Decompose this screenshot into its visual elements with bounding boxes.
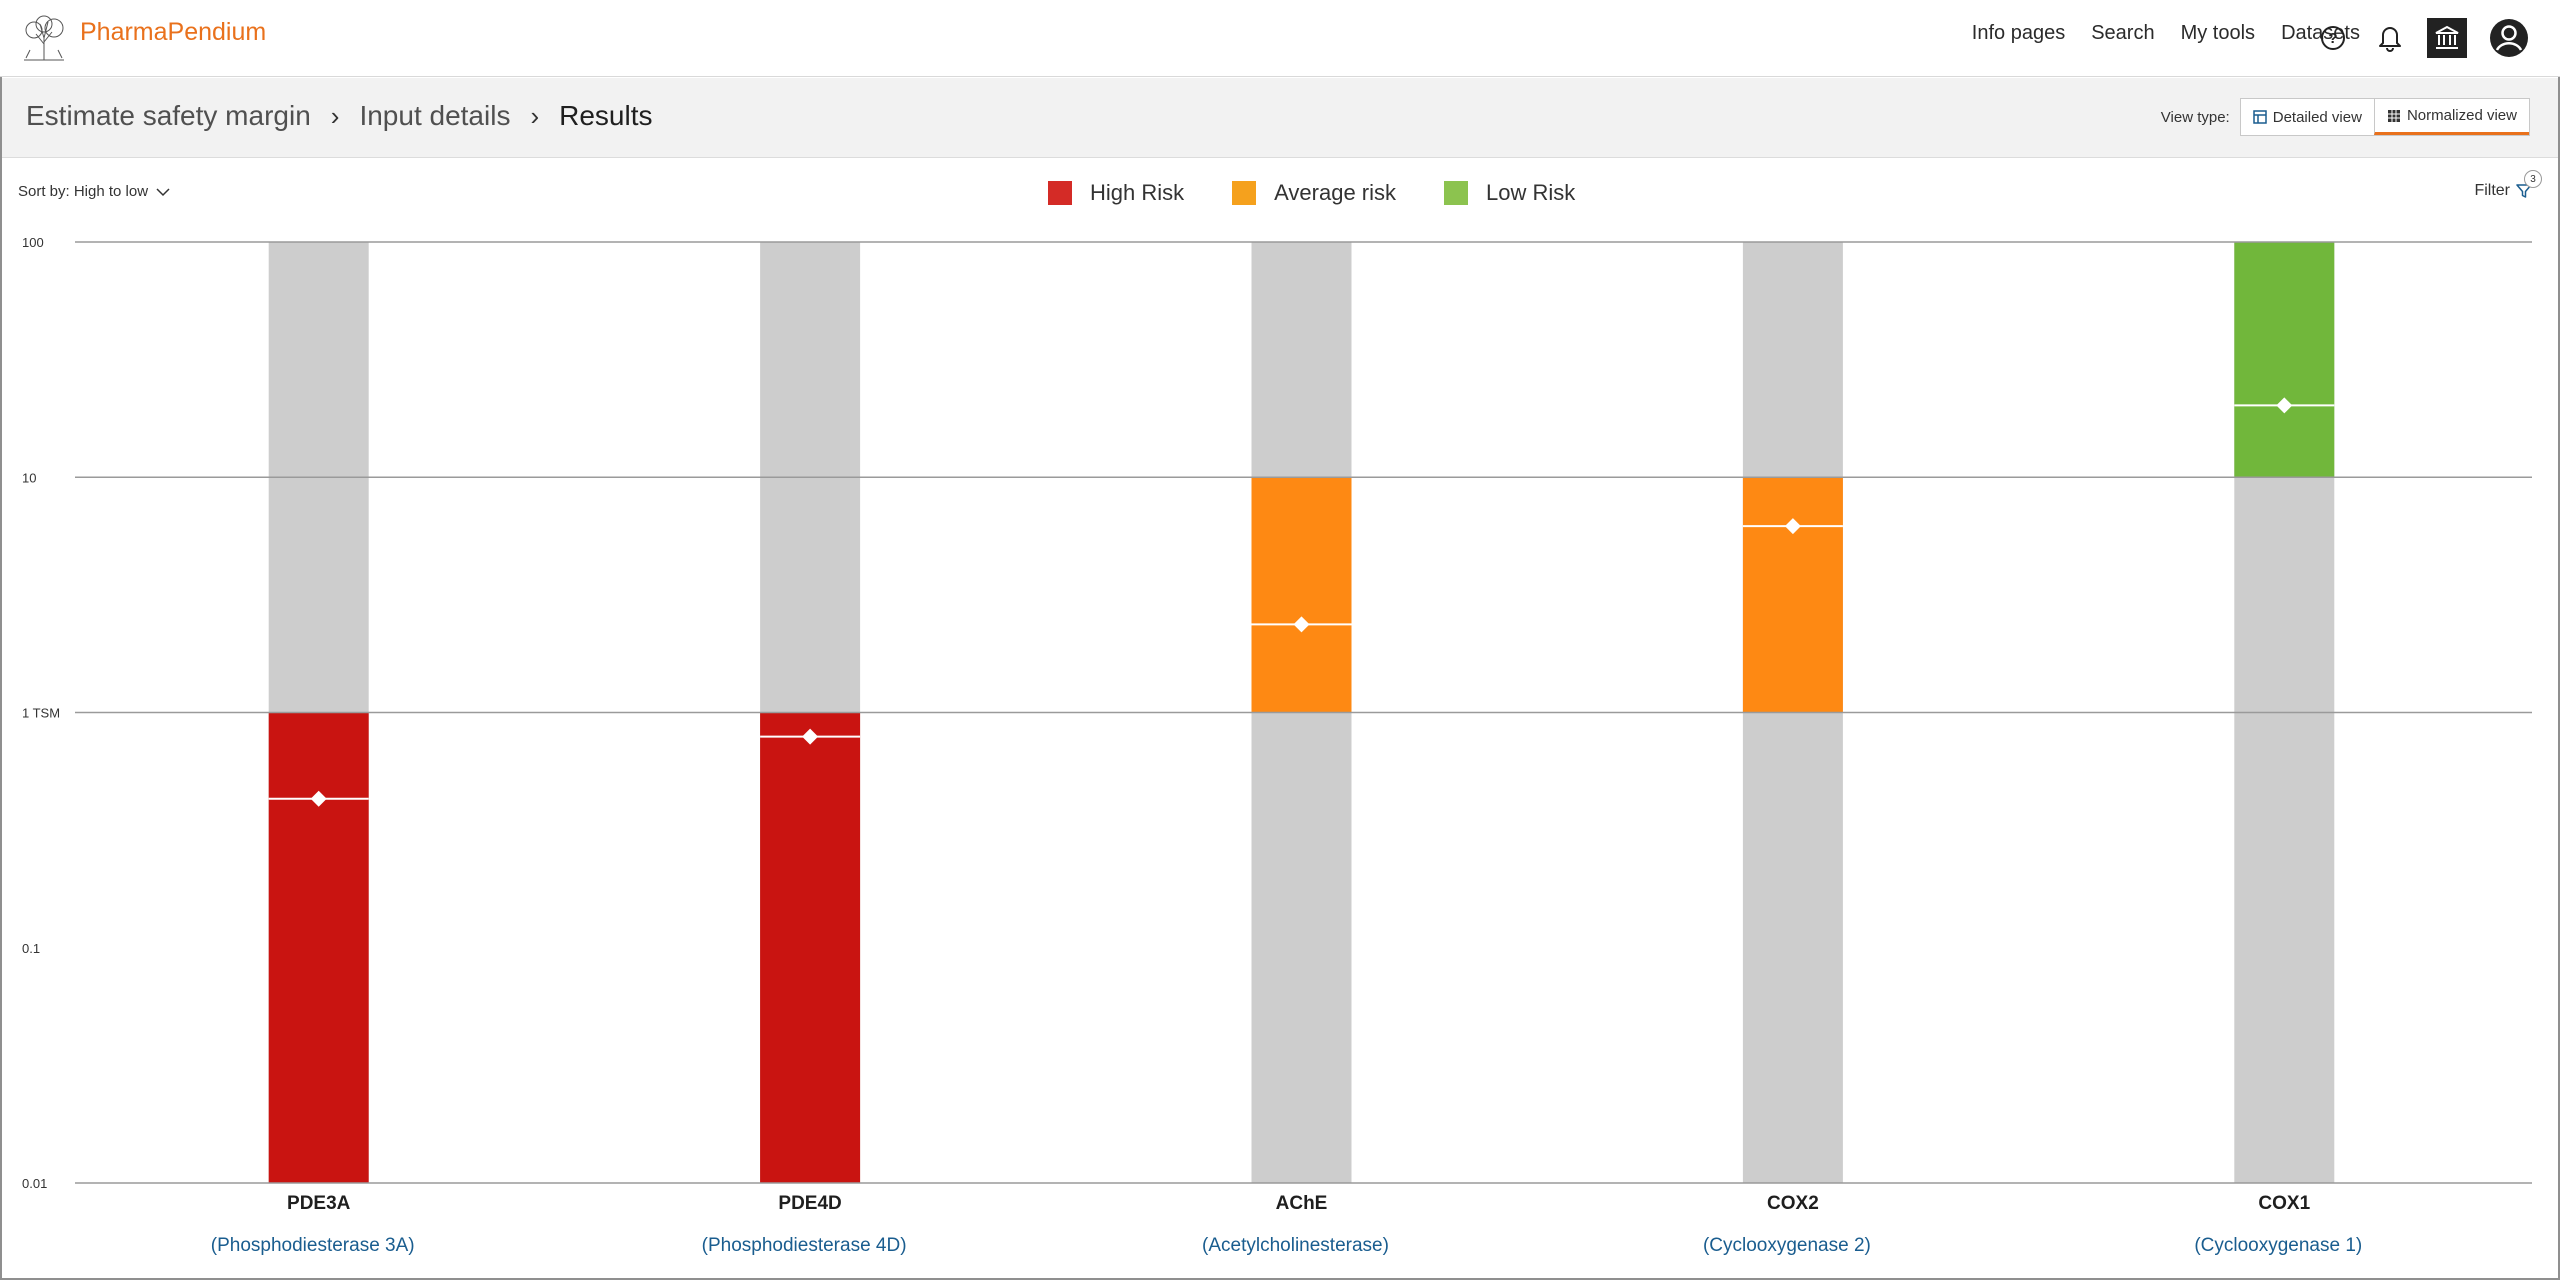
- legend-swatch-low: [1444, 181, 1469, 205]
- category-description-cox1[interactable]: (Cyclooxygenase 1): [2194, 1235, 2362, 1256]
- sort-dropdown[interactable]: Sort by: High to low: [18, 183, 170, 200]
- category-description-ache[interactable]: (Acetylcholinesterase): [1202, 1235, 1389, 1256]
- chevron-right-icon: ›: [330, 100, 340, 131]
- bell-icon[interactable]: [2372, 20, 2408, 56]
- y-tick-label: 10: [22, 470, 36, 485]
- nav-my-tools[interactable]: My tools: [2180, 22, 2256, 44]
- category-label-pde4d: PDE4D: [778, 1193, 841, 1214]
- top-header: PharmaPendium Info pages Search My tools…: [0, 0, 2560, 77]
- grid-icon: [2387, 109, 2400, 122]
- legend-swatch-average: [1232, 181, 1257, 205]
- breadcrumb-input-details[interactable]: Input details: [359, 100, 511, 131]
- bar-cox2: [1742, 477, 1843, 713]
- category-description-pde3a[interactable]: (Phosphodiesterase 3A): [211, 1235, 415, 1256]
- y-tick-label: 0.1: [22, 941, 40, 956]
- y-tick-label: 100: [22, 235, 44, 250]
- y-tick-label: 1 TSM: [22, 706, 60, 721]
- svg-text:?: ?: [2328, 30, 2337, 47]
- marker-diamond-cox2: [1784, 518, 1801, 535]
- user-avatar-icon[interactable]: [2488, 17, 2530, 59]
- breadcrumb-bar: Estimate safety margin › Input details ›…: [2, 78, 2558, 158]
- safety-margin-chart: PDE3A (Phosphodiesterase 3A) PDE4D (Phospho…: [22, 235, 2532, 1256]
- chevron-right-icon: ›: [530, 100, 540, 131]
- detailed-view-label: Detailed view: [2272, 108, 2362, 126]
- view-type-label: View type:: [2160, 108, 2230, 126]
- category-label-pde3a: PDE3A: [287, 1193, 351, 1214]
- category-label-ache: AChE: [1276, 1193, 1328, 1214]
- detailed-view-button[interactable]: Detailed view: [2241, 99, 2374, 135]
- marker-diamond-pde4d: [802, 728, 819, 745]
- filter-label: Filter: [2474, 182, 2510, 199]
- brand-name[interactable]: PharmaPendium: [80, 18, 267, 46]
- view-type-control: View type: Detailed view Normalized view: [2161, 98, 2530, 136]
- marker-diamond-ache: [1293, 616, 1310, 633]
- legend-label-low: Low Risk: [1486, 180, 1576, 205]
- nav-search[interactable]: Search: [2091, 22, 2155, 44]
- bar-pde4d: [760, 712, 861, 1183]
- filter-count-badge: 3: [2524, 170, 2542, 188]
- legend-swatch-high: [1048, 181, 1072, 205]
- breadcrumb-estimate-safety-margin[interactable]: Estimate safety margin: [26, 100, 311, 131]
- sort-label: Sort by: High to low: [18, 183, 149, 200]
- institution-icon[interactable]: [2427, 18, 2467, 58]
- category-description-pde4d[interactable]: (Phosphodiesterase 4D): [702, 1235, 907, 1256]
- bar-ache: [1251, 477, 1352, 713]
- bar-cox1: [2234, 242, 2335, 478]
- chart-legend: High Risk Average risk Low Risk: [1048, 180, 1623, 206]
- table-icon: [2252, 110, 2267, 124]
- view-type-toggle: Detailed view Normalized view: [2239, 98, 2530, 136]
- legend-low-risk: Low Risk: [1444, 180, 1575, 206]
- nav-info-pages[interactable]: Info pages: [1971, 22, 2066, 44]
- category-label-cox2: COX2: [1767, 1193, 1819, 1214]
- legend-average-risk: Average risk: [1232, 180, 1396, 206]
- chevron-down-icon: [156, 187, 170, 196]
- normalized-view-button[interactable]: Normalized view: [2373, 99, 2529, 135]
- elsevier-tree-logo-icon: [18, 14, 70, 62]
- breadcrumb-results: Results: [559, 100, 653, 131]
- main-nav: Info pages Search My tools Datasets: [1972, 22, 2360, 45]
- filter-button[interactable]: Filter 3: [2474, 170, 2542, 200]
- legend-label-high: High Risk: [1090, 180, 1185, 205]
- legend-high-risk: High Risk: [1048, 180, 1184, 206]
- legend-label-average: Average risk: [1274, 180, 1397, 205]
- category-description-cox2[interactable]: (Cyclooxygenase 2): [1703, 1235, 1871, 1256]
- marker-diamond-pde3a: [310, 790, 327, 807]
- breadcrumb: Estimate safety margin › Input details ›…: [26, 100, 653, 132]
- y-tick-label: 0.01: [22, 1176, 47, 1191]
- bar-pde3a: [268, 712, 369, 1183]
- normalized-view-label: Normalized view: [2406, 107, 2517, 124]
- category-label-cox1: COX1: [2258, 1193, 2310, 1214]
- nav-datasets[interactable]: Datasets: [2281, 22, 2360, 44]
- help-icon[interactable]: ?: [2315, 20, 2351, 56]
- marker-diamond-cox1: [2276, 397, 2293, 414]
